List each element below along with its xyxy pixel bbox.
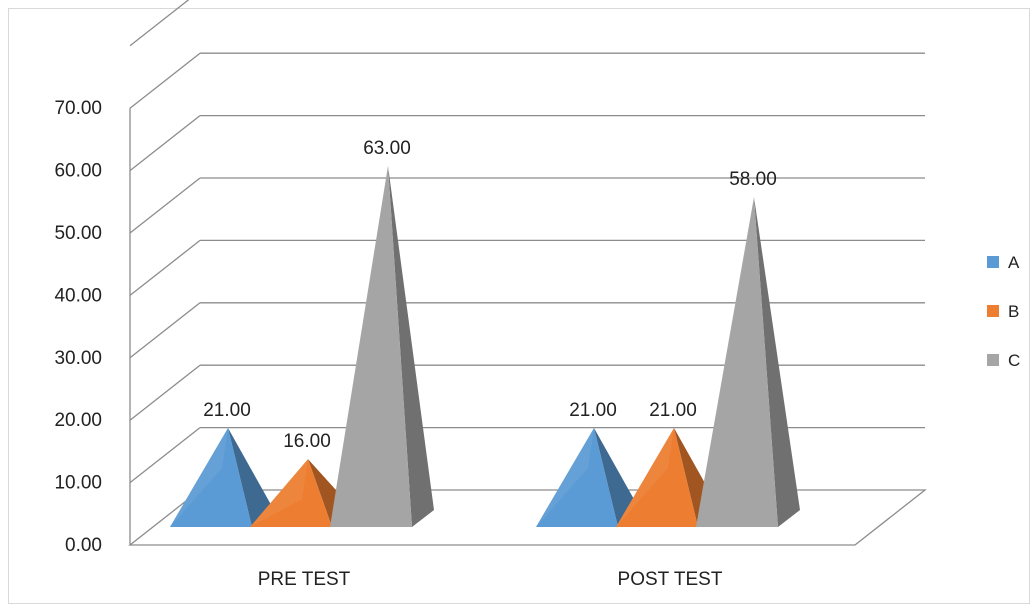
data-label: 16.00 [283,431,331,452]
series-a: 21.00 21.00 [170,400,640,527]
side-gridline [129,302,201,359]
pyramid-highlight [330,165,388,527]
pyramid-front-face [696,197,778,527]
legend-swatch-b [987,305,999,317]
pyramid-highlight [170,427,228,527]
side-gridline [129,364,201,421]
data-label: 21.00 [203,400,251,421]
y-tick-label: 40.00 [54,285,102,306]
pyramid-highlight [696,197,754,527]
y-tick-label: 30.00 [54,348,102,369]
data-label: 21.00 [649,400,697,421]
data-label: 58.00 [729,169,777,190]
category-label: POST TEST [618,569,723,590]
legend-swatch-a [987,256,999,268]
y-tick-label: 0.00 [65,535,102,556]
side-gridline [129,177,201,234]
side-gridline [129,115,201,172]
pyramid-side-face [388,165,434,527]
legend-label-a: A [1008,253,1020,272]
pyramid-highlight [616,427,674,527]
pyramid-c-0: 63.00 [330,138,434,527]
y-tick-label: 10.00 [54,473,102,494]
gridlines [129,0,925,484]
pyramid-highlight [250,459,308,527]
pyramid-side-face [594,427,640,527]
category-label: PRE TEST [258,569,351,590]
pyramid-side-face [228,427,274,527]
legend: A B C [987,253,1020,370]
pyramid-highlight [536,427,594,527]
y-tick-label: 60.00 [54,161,102,182]
pyramid-side-face [754,197,800,527]
pyramid-c-1: 58.00 [696,169,800,527]
side-gridline [129,0,190,47]
side-gridline [129,427,201,484]
y-tick-label: 50.00 [54,223,102,244]
y-tick-label: 20.00 [54,410,102,431]
side-gridline [129,52,201,109]
legend-swatch-c [987,354,999,366]
series-c: 63.00 58.00 [330,138,800,527]
pyramid-a-1: 21.00 [536,400,640,527]
data-label: 63.00 [363,138,411,159]
y-tick-label: 70.00 [54,98,102,119]
data-label: 21.00 [569,400,617,421]
side-gridline [129,239,201,296]
pyramid-a-0: 21.00 [170,400,274,527]
legend-label-b: B [1008,302,1019,321]
series-b: 16.00 21.00 [250,400,720,527]
pyramid-front-face [330,165,412,527]
legend-label-c: C [1008,351,1020,370]
